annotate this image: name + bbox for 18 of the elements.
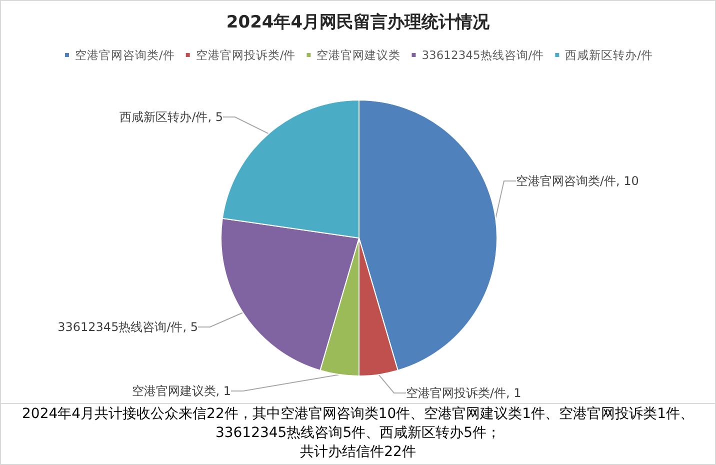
data-label: , 1	[216, 384, 231, 398]
legend-label: 33612345热线咨询/件	[422, 48, 544, 62]
slice-label: 空港官网咨询类/件	[516, 174, 616, 188]
legend-label: 空港官网咨询类/件	[74, 48, 175, 62]
data-label: , 5	[208, 110, 223, 124]
slice-label: 空港官网建议类	[132, 384, 216, 398]
legend-label: 西咸新区转办/件	[565, 48, 654, 62]
data-label: , 1	[506, 386, 522, 400]
slice-label: 空港官网投诉类/件	[406, 386, 506, 400]
text: 共计办结信件22件	[299, 443, 417, 462]
legend-label: 空港官网投诉类/件	[196, 48, 296, 62]
text: 2024年4月共计接收公众来信22件，其中空港官网咨询类10件、空港官网建议类1件、空港官网投诉类1件、33612345热线咨询5件、西咸新区转办5件；	[21, 405, 695, 443]
chart-title: 2024年4月网民留言办理统计情况	[226, 12, 491, 32]
slice-label: 33612345热线咨询/件	[58, 320, 183, 334]
legend-label: 空港官网建议类	[316, 48, 401, 62]
slice-label: 西咸新区转办/件	[120, 110, 208, 124]
data-label: , 10	[616, 174, 639, 188]
data-label: , 5	[182, 320, 198, 334]
